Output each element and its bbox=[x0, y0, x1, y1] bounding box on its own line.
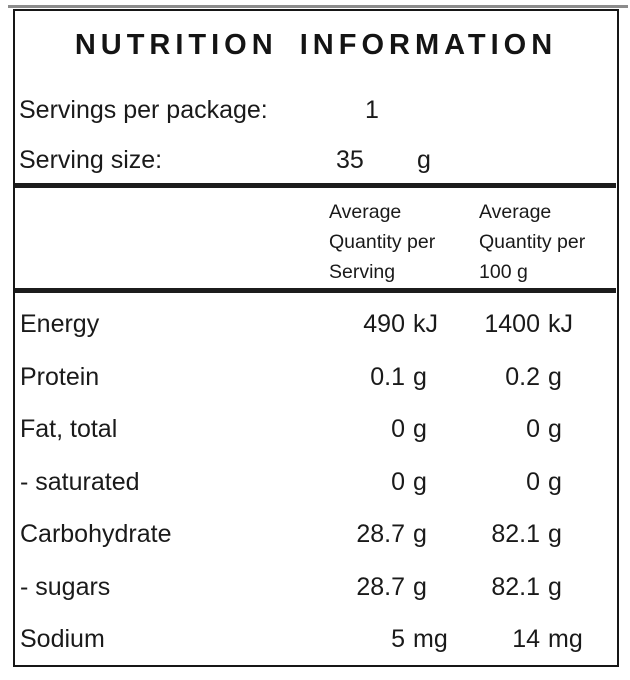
per-100g-value: 82.1 bbox=[491, 573, 540, 601]
per-serving-unit: g bbox=[413, 363, 427, 391]
per-serving-value: 28.7 bbox=[356, 573, 405, 601]
per-serving-value: 490 bbox=[363, 310, 405, 338]
serving-size-unit: g bbox=[417, 146, 431, 174]
per-100g-value: 0 bbox=[526, 415, 540, 443]
per-serving-unit: g bbox=[413, 573, 427, 601]
per-100g-value: 14 bbox=[512, 625, 540, 653]
column-header-line: 100 g bbox=[479, 261, 528, 283]
per-serving-unit: mg bbox=[413, 625, 448, 653]
per-100g-unit: g bbox=[548, 468, 562, 496]
per-serving-unit: g bbox=[413, 520, 427, 548]
nutrient-row-protein: Protein 0.1 g 0.2 g bbox=[15, 362, 616, 392]
per-serving-unit: g bbox=[413, 468, 427, 496]
per-serving-value: 0 bbox=[391, 415, 405, 443]
per-100g-unit: g bbox=[548, 520, 562, 548]
column-header-line: Average bbox=[329, 201, 402, 223]
serving-size-label: Serving size: bbox=[19, 146, 163, 174]
column-header-line: Average bbox=[479, 201, 552, 223]
per-serving-unit: kJ bbox=[413, 310, 438, 338]
per-100g-value: 82.1 bbox=[491, 520, 540, 548]
per-100g-unit: mg bbox=[548, 625, 583, 653]
nutrient-name: Protein bbox=[20, 363, 100, 391]
scan-edge-artifact bbox=[8, 5, 628, 8]
per-100g-unit: kJ bbox=[548, 310, 573, 338]
per-100g-unit: g bbox=[548, 363, 562, 391]
nutrient-row-sodium: Sodium 5 mg 14 mg bbox=[15, 624, 616, 654]
nutrient-name: - sugars bbox=[20, 573, 111, 601]
per-100g-unit: g bbox=[548, 415, 562, 443]
column-header-per-100g: Average Quantity per 100 g bbox=[479, 197, 585, 287]
per-serving-value: 0.1 bbox=[370, 363, 405, 391]
per-100g-value: 0.2 bbox=[505, 363, 540, 391]
nutrient-name: Energy bbox=[20, 310, 100, 338]
header-top-rule bbox=[15, 183, 616, 188]
column-header-line: Quantity per bbox=[329, 231, 436, 253]
nutrient-name: Carbohydrate bbox=[20, 520, 172, 548]
nutrient-name: - saturated bbox=[20, 468, 140, 496]
per-serving-value: 28.7 bbox=[356, 520, 405, 548]
nutrient-row-sugars: - sugars 28.7 g 82.1 g bbox=[15, 572, 616, 602]
nutrient-name: Fat, total bbox=[20, 415, 118, 443]
per-serving-value: 0 bbox=[391, 468, 405, 496]
serving-size-value: 35 bbox=[336, 146, 364, 174]
column-header-line: Quantity per bbox=[479, 231, 586, 253]
per-serving-value: 5 bbox=[391, 625, 405, 653]
nutrient-row-energy: Energy 490 kJ 1400 kJ bbox=[15, 309, 616, 339]
nutrient-row-fat-total: Fat, total 0 g 0 g bbox=[15, 414, 616, 444]
panel-title: NUTRITION INFORMATION bbox=[74, 29, 558, 61]
servings-per-package-value: 1 bbox=[365, 96, 379, 124]
nutrient-name: Sodium bbox=[20, 625, 105, 653]
servings-per-package-label: Servings per package: bbox=[19, 96, 268, 124]
header-bottom-rule bbox=[15, 288, 616, 293]
nutrition-panel: NUTRITION INFORMATION Servings per packa… bbox=[13, 9, 619, 667]
nutrient-row-carbohydrate: Carbohydrate 28.7 g 82.1 g bbox=[15, 519, 616, 549]
per-100g-value: 0 bbox=[526, 468, 540, 496]
nutrient-row-saturated: - saturated 0 g 0 g bbox=[15, 467, 616, 497]
column-header-per-serving: Average Quantity per Serving bbox=[329, 197, 435, 287]
column-header-line: Serving bbox=[329, 261, 396, 283]
per-100g-unit: g bbox=[548, 573, 562, 601]
per-serving-unit: g bbox=[413, 415, 427, 443]
per-100g-value: 1400 bbox=[484, 310, 540, 338]
